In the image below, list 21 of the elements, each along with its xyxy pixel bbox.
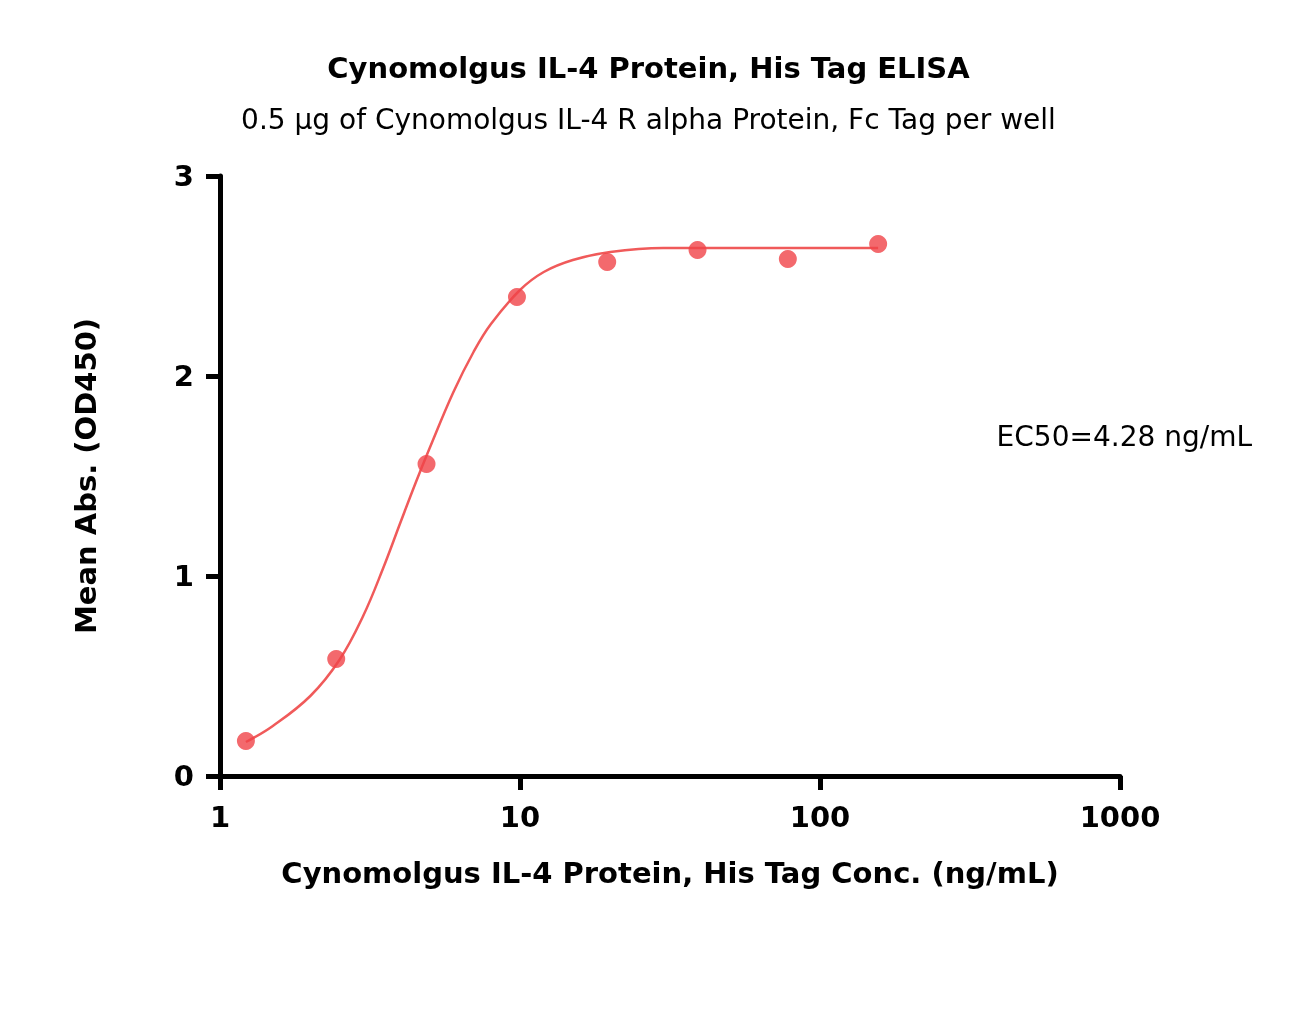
- point: [869, 235, 888, 253]
- annotation: EC50=4.28 ng/mL: [996, 419, 1253, 453]
- x-tick-label: 100: [789, 799, 851, 834]
- point: [236, 732, 255, 750]
- point: [327, 650, 346, 668]
- point: [688, 241, 707, 259]
- y-tick-label: 0: [173, 759, 194, 793]
- point: [778, 250, 797, 268]
- y-tick-label: 1: [173, 559, 194, 593]
- chart-title: Cynomolgus IL-4 Protein, His Tag ELISA: [327, 50, 971, 85]
- y-tick-label: 2: [173, 359, 194, 393]
- x-tick-label: 10: [499, 799, 541, 834]
- point: [507, 288, 526, 306]
- point: [598, 253, 617, 271]
- point: [417, 455, 436, 473]
- y-tick-label: 3: [173, 159, 194, 193]
- x-axis-title: Cynomolgus IL-4 Protein, His Tag Conc. (ng/mL): [281, 855, 1059, 890]
- x-tick-label: 1000: [1079, 799, 1161, 834]
- x-tick-label: 1: [209, 799, 231, 834]
- chart-subtitle: 0.5 μg of Cynomolgus IL-4 R alpha Protein, Fc Tag per well: [241, 102, 1056, 136]
- y-axis-title: Mean Abs. (OD450): [68, 317, 103, 635]
